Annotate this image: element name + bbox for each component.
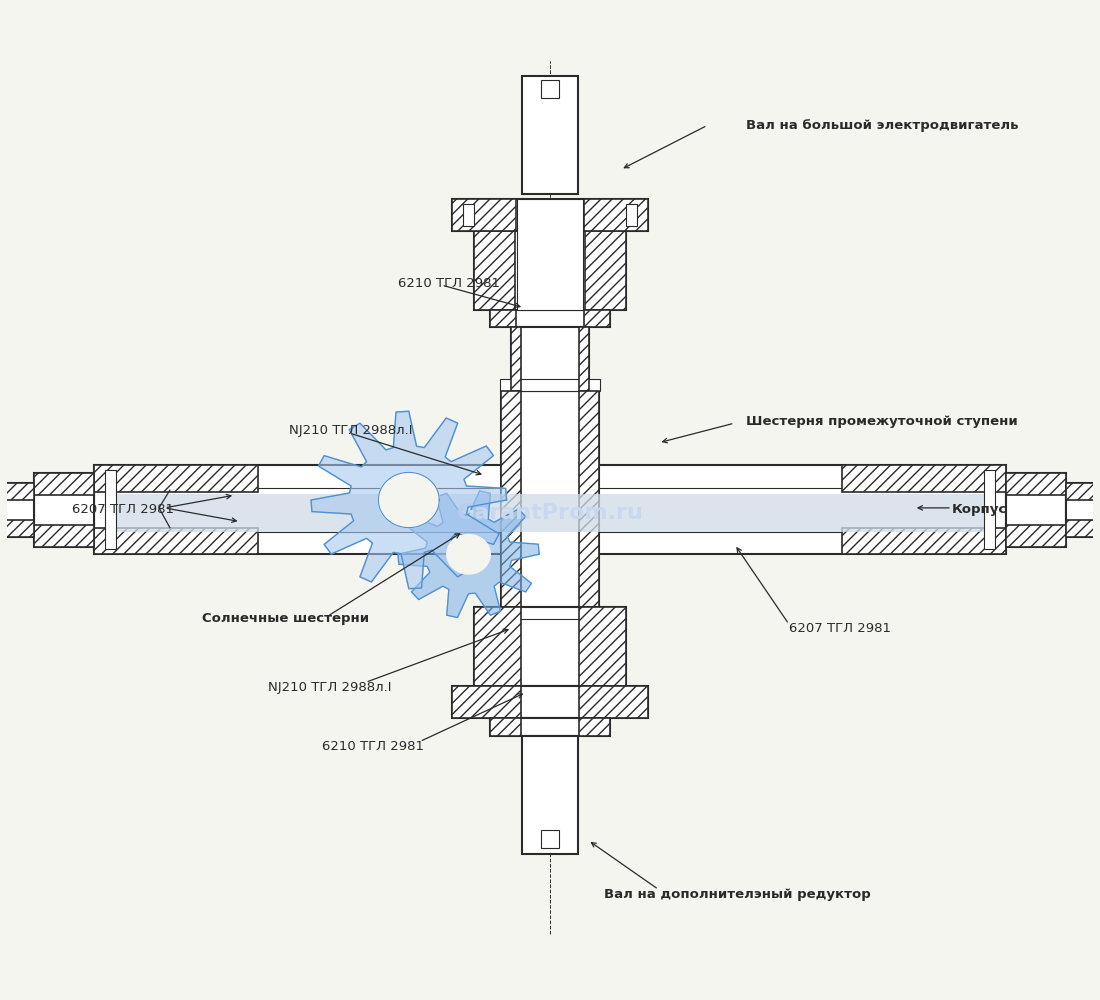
Bar xyxy=(452,199,516,231)
Text: 6210 ТГЛ 2981: 6210 ТГЛ 2981 xyxy=(322,740,424,753)
Bar xyxy=(1,483,34,500)
Bar xyxy=(521,76,579,194)
Bar xyxy=(1,520,34,537)
Text: Вал на большой электродвигатель: Вал на большой электродвигатель xyxy=(746,119,1018,132)
Bar xyxy=(626,204,637,226)
Bar xyxy=(491,310,516,327)
Bar xyxy=(1066,520,1099,537)
Polygon shape xyxy=(398,491,539,618)
Bar xyxy=(1,483,34,537)
Text: NJ210 ТГЛ 2988л.I: NJ210 ТГЛ 2988л.I xyxy=(267,681,392,694)
Polygon shape xyxy=(311,411,507,589)
Bar xyxy=(521,736,579,854)
Polygon shape xyxy=(378,472,439,528)
Bar xyxy=(580,391,598,607)
Bar xyxy=(34,525,94,547)
Bar xyxy=(500,607,600,619)
Text: 6207 ТГЛ 2981: 6207 ТГЛ 2981 xyxy=(789,622,891,635)
Bar xyxy=(94,465,258,492)
Bar xyxy=(1066,483,1099,500)
Bar xyxy=(94,465,1007,554)
Bar xyxy=(500,379,600,391)
Bar xyxy=(585,231,626,310)
Bar xyxy=(34,473,94,495)
Bar xyxy=(491,718,520,736)
Bar xyxy=(580,607,626,686)
Bar xyxy=(116,494,984,532)
Bar xyxy=(474,607,520,686)
Bar xyxy=(94,528,258,554)
Text: 6207 ТГЛ 2981: 6207 ТГЛ 2981 xyxy=(73,503,174,516)
Bar xyxy=(541,80,559,98)
Bar xyxy=(463,204,474,226)
Bar xyxy=(517,199,583,310)
Text: Солнечные шестерни: Солнечные шестерни xyxy=(202,612,370,625)
Bar xyxy=(452,686,648,718)
Bar xyxy=(842,528,1006,554)
Bar xyxy=(584,310,609,327)
Bar xyxy=(584,199,648,231)
Bar xyxy=(541,830,559,848)
Text: GarantProm.ru: GarantProm.ru xyxy=(456,503,644,523)
Bar xyxy=(491,718,609,736)
Text: Вал на дополнителэный редуктор: Вал на дополнителэный редуктор xyxy=(604,888,871,901)
Bar xyxy=(510,327,520,391)
Bar xyxy=(580,686,648,718)
Bar xyxy=(491,310,609,327)
Bar xyxy=(580,718,609,736)
Bar xyxy=(474,231,626,310)
Text: Корпус: Корпус xyxy=(952,503,1008,516)
Bar xyxy=(1006,525,1066,547)
Text: 6210 ТГЛ 2981: 6210 ТГЛ 2981 xyxy=(398,277,499,290)
Bar xyxy=(502,391,520,607)
Bar xyxy=(1006,473,1066,495)
Polygon shape xyxy=(447,535,491,574)
Bar xyxy=(452,199,648,231)
Bar xyxy=(474,607,626,686)
Text: Шестерня промежуточной ступени: Шестерня промежуточной ступени xyxy=(746,415,1018,428)
Bar xyxy=(1066,483,1099,537)
Bar xyxy=(580,327,590,391)
Bar xyxy=(452,686,520,718)
Bar xyxy=(34,473,94,547)
Text: NJ210 ТГЛ 2988л.I: NJ210 ТГЛ 2988л.I xyxy=(289,424,412,437)
Bar xyxy=(1006,473,1066,547)
Bar xyxy=(842,465,1006,492)
Bar xyxy=(502,391,598,607)
Bar xyxy=(104,470,116,549)
Bar xyxy=(474,231,515,310)
Bar xyxy=(984,470,996,549)
Bar xyxy=(510,327,590,391)
